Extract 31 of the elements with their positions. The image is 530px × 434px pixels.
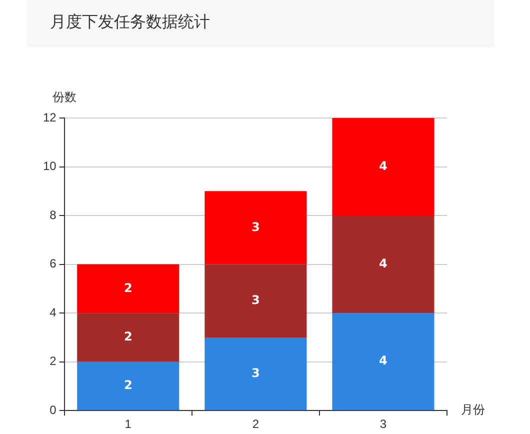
y-tick-label: 10 (42, 159, 57, 174)
data-label: 3 (251, 293, 260, 307)
x-tick-label: 3 (380, 417, 387, 432)
bar (204, 191, 307, 264)
y-tick-label: 0 (50, 402, 57, 417)
y-tick-label: 6 (50, 256, 57, 271)
bar (332, 118, 434, 216)
x-tick-label: 1 (124, 417, 132, 432)
data-label: 3 (251, 366, 260, 380)
chart-title: 月度下发任务数据统计 (27, 0, 494, 47)
bar (77, 264, 180, 314)
bar (77, 362, 180, 410)
y-tick-label: 8 (50, 208, 57, 222)
data-label: 4 (379, 256, 388, 270)
bar (332, 313, 434, 410)
data-label: 2 (124, 378, 132, 392)
data-label: 4 (379, 158, 388, 173)
data-label: 2 (124, 330, 132, 344)
bar (204, 264, 307, 338)
bar (77, 313, 180, 362)
bar (204, 337, 307, 410)
y-tick-label: 2 (50, 354, 57, 368)
data-label: 2 (124, 280, 132, 295)
x-axis-title: 月份 (461, 402, 485, 417)
y-tick-label: 4 (50, 305, 57, 320)
bar (332, 216, 434, 314)
data-label: 3 (251, 220, 260, 234)
data-label: 4 (379, 354, 388, 368)
x-tick-label: 2 (252, 417, 260, 432)
y-tick-label: 12 (42, 110, 57, 124)
y-axis-title: 份数 (52, 90, 76, 104)
